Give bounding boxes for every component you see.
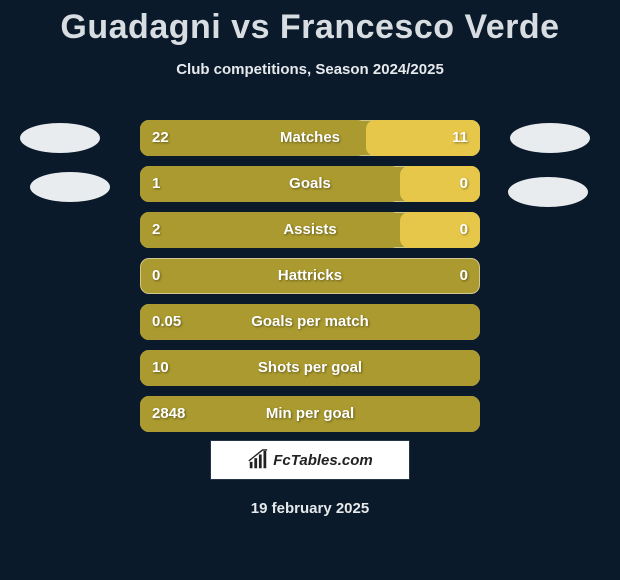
stat-label: Hattricks [140, 258, 480, 294]
stat-row: Assists2 0 [0, 212, 620, 248]
stat-value-left: 0 [152, 258, 160, 294]
stat-value-left: 22 [152, 120, 169, 156]
stat-value-right: 0 [460, 212, 468, 248]
stat-value-left: 0.05 [152, 304, 181, 340]
stat-row: Goals per match0.05 [0, 304, 620, 340]
stat-row: Hattricks0 0 [0, 258, 620, 294]
stat-value-left: 1 [152, 166, 160, 202]
stat-label: Min per goal [140, 396, 480, 432]
player-avatar-placeholder [20, 123, 100, 153]
chart-icon [247, 449, 269, 471]
stat-value-left: 10 [152, 350, 169, 386]
logo-box[interactable]: FcTables.com [210, 440, 410, 480]
stats-container: Matches2211Goals10Assists20Hattricks00Go… [0, 120, 620, 442]
stat-value-right: 0 [460, 258, 468, 294]
date-text: 19 february 2025 [0, 500, 620, 517]
stat-label: Assists [140, 212, 480, 248]
player-avatar-placeholder [30, 172, 110, 202]
stat-value-left: 2 [152, 212, 160, 248]
stat-label: Matches [140, 120, 480, 156]
subtitle: Club competitions, Season 2024/2025 [0, 61, 620, 78]
player-avatar-placeholder [508, 177, 588, 207]
stat-row: Min per goal2848 [0, 396, 620, 432]
stat-value-right: 0 [460, 166, 468, 202]
logo-text: FcTables.com [273, 452, 372, 469]
player-avatar-placeholder [510, 123, 590, 153]
stat-value-right: 11 [452, 120, 468, 156]
stat-label: Goals [140, 166, 480, 202]
stat-row: Shots per goal10 [0, 350, 620, 386]
stat-value-left: 2848 [152, 396, 185, 432]
stat-label: Goals per match [140, 304, 480, 340]
page-title: Guadagni vs Francesco Verde [0, 0, 620, 47]
stat-label: Shots per goal [140, 350, 480, 386]
